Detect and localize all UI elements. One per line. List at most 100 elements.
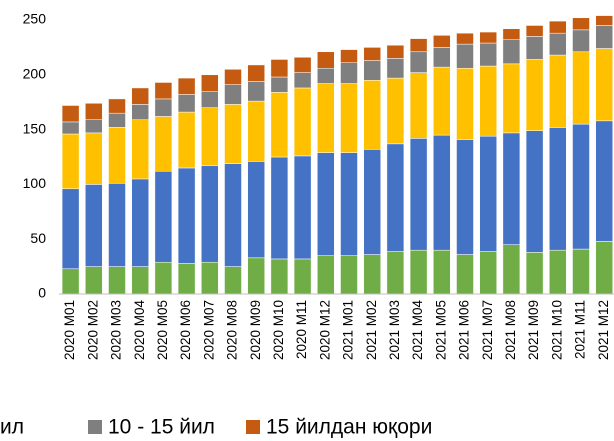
y-tick-label: 100 (23, 175, 47, 191)
bar-segment (409, 72, 428, 139)
bar-segment (525, 252, 544, 295)
bar-segment (270, 76, 289, 93)
x-tick-label: 2020 M02 (85, 300, 100, 360)
y-tick-label: 250 (23, 11, 47, 27)
bar-segment (340, 152, 358, 256)
bar-segment (363, 254, 381, 295)
bar-segment (61, 121, 80, 135)
bar-segment (270, 156, 289, 260)
bar-segment (386, 58, 405, 79)
bar-segment (456, 67, 474, 140)
x-tick-label: 2021 M10 (549, 300, 564, 360)
bar-segment (409, 138, 428, 251)
bar-segment (61, 105, 80, 123)
bar-segment (549, 249, 567, 295)
bar-segment (224, 69, 242, 85)
x-tick-label: 2020 M03 (109, 300, 124, 360)
bar-segment (201, 107, 219, 167)
bar-segment (108, 127, 126, 184)
legend-label: 10 - 15 йил (108, 416, 215, 439)
bar-segment (479, 65, 497, 137)
x-tick-label: 2020 M01 (62, 300, 77, 360)
bar-segment (177, 167, 196, 264)
bar-segment (201, 165, 219, 263)
bar-segment (108, 266, 126, 295)
bar-segment (201, 261, 219, 295)
legend-swatch (246, 420, 260, 434)
bar-segment (247, 64, 265, 82)
bar-segment (386, 44, 405, 59)
bar-segment (177, 111, 196, 169)
bar-segment (479, 31, 497, 44)
bar-segment (456, 32, 474, 45)
bar-segment (363, 60, 381, 81)
bar-segment (363, 80, 381, 150)
x-tick-label: 2021 M01 (341, 300, 356, 360)
bar-segment (363, 149, 381, 255)
bar-segment (317, 67, 335, 84)
bar-segment (595, 120, 613, 242)
x-tick-label: 2020 M10 (271, 300, 286, 360)
bar-segment (317, 152, 335, 256)
bar-segment (131, 119, 149, 180)
bar-segment (386, 143, 405, 252)
bar-segment (293, 87, 312, 157)
x-tick-label: 2021 M07 (480, 300, 495, 360)
bar-segment (201, 90, 219, 108)
bar-segment (479, 42, 497, 67)
bar-segment (108, 112, 126, 128)
bar-segment (340, 255, 358, 295)
x-tick-label: 2020 M12 (317, 300, 332, 360)
bar-segment (108, 183, 126, 267)
bar-segment (433, 47, 451, 68)
bar-segment (595, 15, 613, 26)
bar-segment (317, 51, 335, 69)
x-tick-label: 2021 M02 (364, 300, 379, 360)
bar-segment (433, 35, 451, 48)
bar-segment (386, 251, 405, 295)
bar-segment (201, 74, 219, 92)
bar-segment (224, 266, 242, 295)
bar-segment (224, 104, 242, 164)
bar-segment (456, 139, 474, 255)
y-tick-label: 0 (38, 285, 46, 301)
x-tick-label: 2021 M03 (387, 300, 402, 360)
legend-swatch (88, 420, 102, 434)
bar-segment (409, 38, 428, 53)
bar-segment (61, 268, 80, 295)
bar-segment (85, 103, 103, 120)
bar-segment (154, 116, 173, 172)
bar-segment (595, 241, 613, 295)
bar-segment (340, 49, 358, 63)
bar-segment (502, 244, 521, 295)
bar-segment (502, 132, 521, 245)
bar-segment (502, 63, 521, 134)
bar-segment (317, 255, 335, 295)
bar-segment (456, 43, 474, 69)
bar-segment (247, 257, 265, 295)
bar-segment (525, 25, 544, 37)
bar-segment (293, 57, 312, 73)
bar-segment (363, 47, 381, 61)
bar-segment (85, 184, 103, 267)
bar-segment (340, 83, 358, 153)
bar-segment (433, 66, 451, 136)
bar-segment (572, 248, 590, 295)
bar-segment (479, 135, 497, 252)
bar-segment (154, 98, 173, 117)
x-tick-label: 2020 M07 (201, 300, 216, 360)
bar-segment (177, 77, 196, 95)
bar-segment (131, 87, 149, 105)
bar-segment (224, 163, 242, 267)
bar-segment (549, 54, 567, 128)
bar-segment (549, 20, 567, 34)
legend-label: ил (0, 416, 24, 439)
bar-segment (177, 94, 196, 113)
x-tick-label: 2020 M09 (248, 300, 263, 360)
bar-segment (270, 92, 289, 158)
bar-segment (85, 119, 103, 134)
bar-segment (572, 51, 590, 125)
bar-segment (224, 84, 242, 105)
x-tick-label: 2020 M06 (178, 300, 193, 360)
